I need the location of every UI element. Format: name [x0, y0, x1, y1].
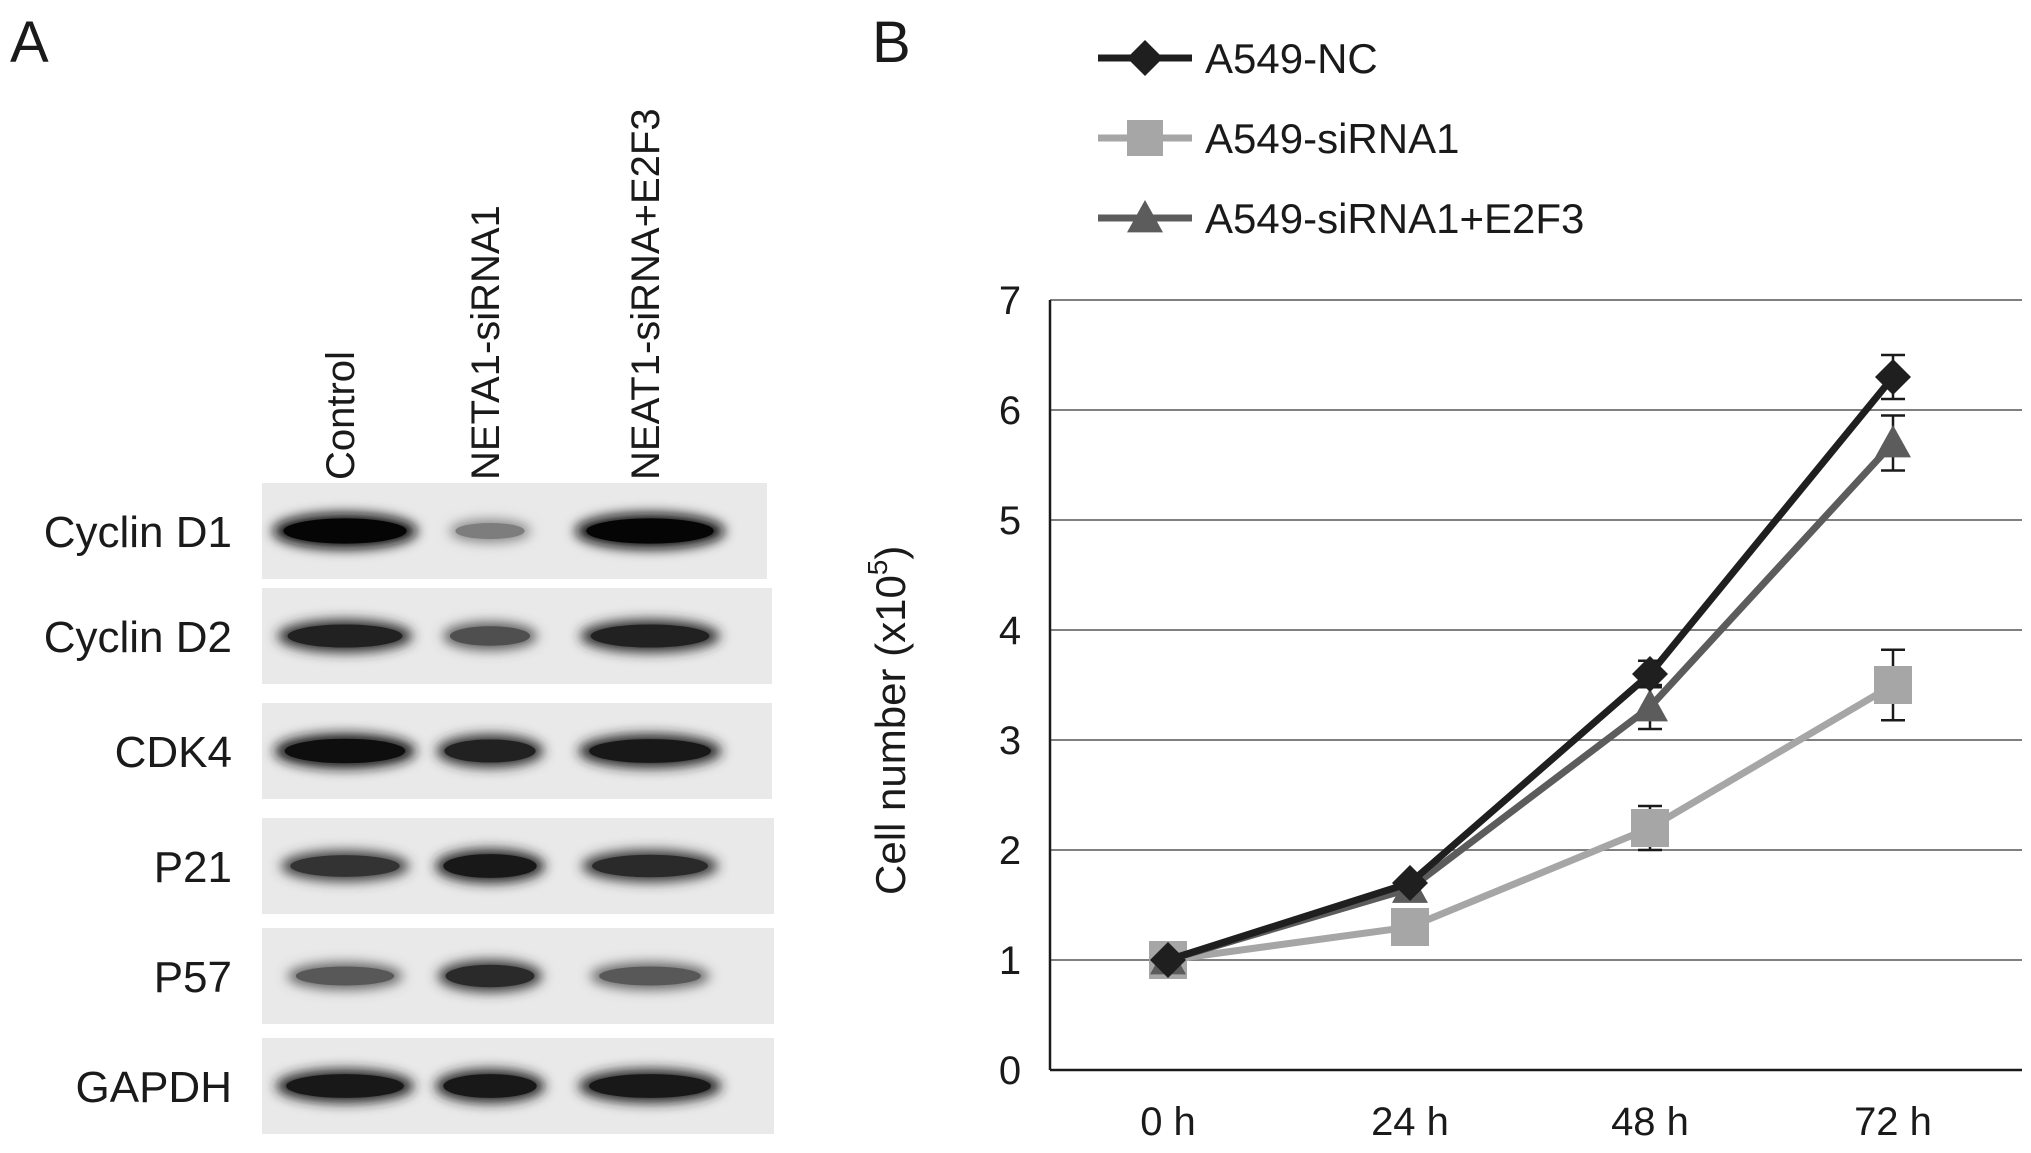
- lane-labels: Control NETA1-siRNA1 NEAT1-siRNA+E2F3: [319, 108, 668, 480]
- y-tick-label: 0: [999, 1049, 1021, 1093]
- line-chart: 0 1 2 3 4 5 6 7 0 h 24 h 48 h 72 h: [999, 279, 2022, 1144]
- blot-band-core: [295, 966, 395, 986]
- blot-band-core: [443, 854, 537, 878]
- square-marker: [1874, 666, 1912, 704]
- legend: A549-NC A549-siRNA1 A549-siRNA1+E2F3: [1098, 35, 1584, 242]
- x-tick-label: 0 h: [1140, 1100, 1196, 1144]
- blot-band-core: [591, 854, 709, 878]
- blot-row: CDK4: [115, 703, 772, 799]
- square-marker: [1127, 120, 1163, 156]
- blot-row: Cyclin D1: [44, 483, 767, 579]
- square-marker: [1631, 809, 1669, 847]
- x-tick-label: 72 h: [1854, 1100, 1932, 1144]
- series-a549-nc: [1150, 353, 1911, 978]
- y-axis-title-end: ): [867, 546, 914, 560]
- diamond-marker: [1875, 359, 1911, 395]
- diamond-marker: [1150, 942, 1186, 978]
- blot-row-label: P57: [154, 953, 232, 1002]
- blot-band-core: [590, 624, 710, 648]
- series-line: [1167, 681, 1895, 964]
- legend-entry: A549-siRNA1: [1098, 115, 1459, 162]
- blot-row: Cyclin D2: [44, 588, 772, 684]
- blot-band-core: [445, 964, 535, 988]
- blot-band-core: [286, 1074, 404, 1098]
- triangle-marker: [1127, 200, 1163, 233]
- y-axis-title-superscript: 5: [862, 560, 893, 576]
- blot-band-core: [589, 1074, 711, 1098]
- y-tick-label: 1: [999, 939, 1021, 983]
- blot-band-core: [599, 966, 701, 986]
- blot-row-label: Cyclin D1: [44, 508, 232, 557]
- x-tick-label: 48 h: [1611, 1100, 1689, 1144]
- blot-band-core: [455, 522, 525, 540]
- y-tick-label: 6: [999, 389, 1021, 433]
- diamond-marker: [1127, 40, 1163, 76]
- blot-band-core: [449, 626, 531, 646]
- diamond-marker: [1392, 865, 1428, 901]
- western-blot: Cyclin D1 Cyclin D2 CDK4 P21 P57 GAPDH: [44, 483, 774, 1134]
- blot-band-core: [287, 624, 403, 648]
- legend-entry: A549-siRNA1+E2F3: [1098, 195, 1584, 242]
- legend-label: A549-siRNA1+E2F3: [1205, 195, 1584, 242]
- triangle-marker: [1875, 425, 1911, 458]
- y-axis-title-main: Cell number (x10: [867, 575, 914, 895]
- y-tick-label: 3: [999, 719, 1021, 763]
- y-tick-label: 2: [999, 829, 1021, 873]
- blot-band-core: [290, 855, 400, 877]
- blot-band-core: [284, 738, 406, 764]
- y-tick-label: 4: [999, 609, 1021, 653]
- diamond-marker: [1632, 656, 1668, 692]
- x-tick-label: 24 h: [1371, 1100, 1449, 1144]
- blot-band-core: [443, 1074, 537, 1098]
- blot-row: P57: [154, 928, 774, 1024]
- blot-row-label: P21: [154, 843, 232, 892]
- series-line: [1166, 374, 1896, 964]
- blot-band-core: [444, 739, 536, 763]
- square-marker: [1391, 908, 1429, 946]
- panel-b-letter: B: [872, 10, 911, 75]
- blot-band-core: [283, 518, 407, 544]
- y-axis-title: Cell number (x105): [862, 546, 914, 895]
- blot-row-label: GAPDH: [76, 1063, 232, 1112]
- legend-label: A549-NC: [1205, 35, 1378, 82]
- legend-entry: A549-NC: [1098, 35, 1378, 82]
- blot-band-core: [589, 739, 711, 763]
- blot-row: P21: [154, 818, 774, 914]
- blot-row-label: CDK4: [115, 728, 232, 777]
- y-tick-label: 5: [999, 499, 1021, 543]
- panel-a-letter: A: [10, 10, 49, 75]
- blot-row-label: Cyclin D2: [44, 613, 232, 662]
- lane-label: NETA1-siRNA1: [464, 205, 508, 480]
- lane-label: Control: [319, 351, 363, 480]
- triangle-marker: [1632, 689, 1668, 722]
- y-tick-label: 7: [999, 279, 1021, 323]
- legend-label: A549-siRNA1: [1205, 115, 1459, 162]
- blot-band-core: [586, 518, 714, 544]
- lane-label: NEAT1-siRNA+E2F3: [624, 108, 668, 480]
- blot-row: GAPDH: [76, 1038, 774, 1134]
